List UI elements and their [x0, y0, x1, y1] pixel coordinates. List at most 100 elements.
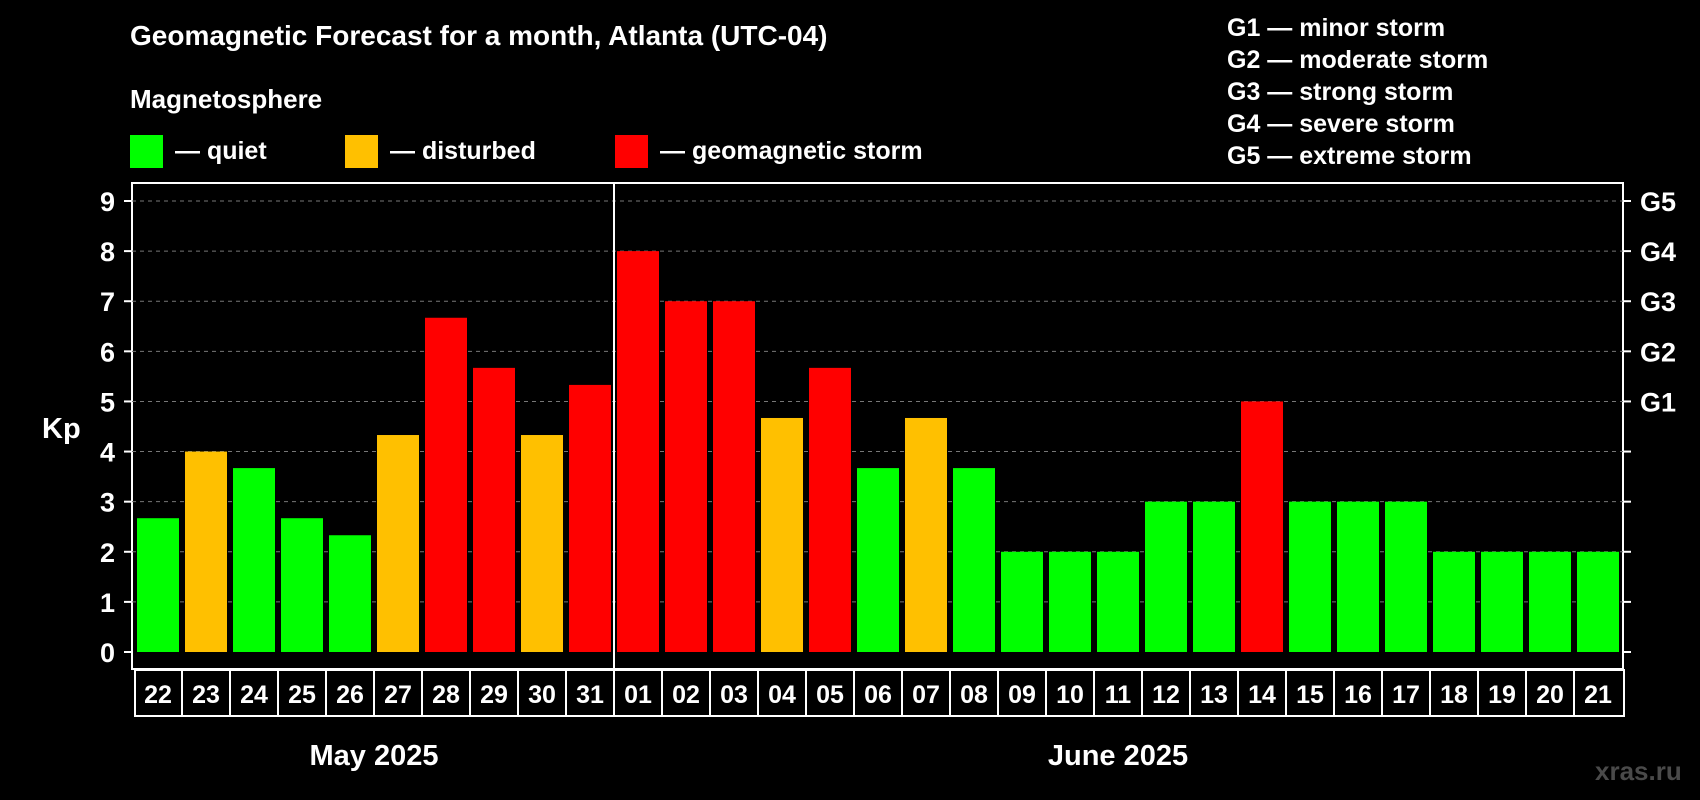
bar-17 — [1385, 501, 1427, 652]
legend-swatch-quiet — [130, 134, 163, 168]
bar-16 — [1337, 501, 1379, 652]
y-tick-label-5: 5 — [100, 387, 115, 417]
bar-30 — [521, 435, 563, 652]
y-tick-label-8: 8 — [100, 237, 115, 267]
y-tick-label-7: 7 — [100, 287, 115, 317]
bar-25 — [281, 518, 323, 652]
x-tick-label-15: 15 — [1296, 681, 1324, 709]
x-tick-label-25: 25 — [288, 681, 316, 709]
bar-20 — [1529, 551, 1571, 652]
bar-24 — [233, 468, 275, 652]
legend-quiet: — quiet — [130, 134, 267, 168]
bar-22 — [137, 518, 179, 652]
legend-disturbed: — disturbed — [345, 134, 536, 168]
legend-storm: — geomagnetic storm — [615, 134, 923, 168]
magnetosphere-label: Magnetosphere — [130, 84, 323, 114]
x-tick-label-29: 29 — [480, 681, 508, 709]
x-tick-label-11: 11 — [1105, 681, 1132, 709]
x-tick-label-08: 08 — [960, 681, 988, 709]
x-tick-label-31: 31 — [576, 681, 604, 709]
bar-29 — [473, 367, 515, 652]
right-axis-label-g5: G5 — [1640, 187, 1676, 217]
bar-08 — [953, 468, 995, 652]
y-tick-label-6: 6 — [100, 337, 115, 367]
x-tick-label-28: 28 — [432, 681, 460, 709]
right-axis-label-g2: G2 — [1640, 337, 1676, 367]
x-tick-label-26: 26 — [336, 681, 364, 709]
legend-swatch-disturbed — [345, 134, 378, 168]
x-tick-label-03: 03 — [720, 681, 748, 709]
storm-legend-g1: G1 — minor storm — [1227, 14, 1446, 42]
x-tick-label-16: 16 — [1344, 681, 1372, 709]
y-tick-label-0: 0 — [100, 638, 115, 668]
month-label-1: June 2025 — [1048, 740, 1188, 772]
bar-18 — [1433, 551, 1475, 652]
x-tick-label-30: 30 — [528, 681, 556, 709]
storm-legend-g3: G3 — strong storm — [1227, 78, 1454, 106]
x-tick-label-13: 13 — [1200, 681, 1228, 709]
chart-title: Geomagnetic Forecast for a month, Atlant… — [130, 20, 828, 51]
bar-11 — [1097, 551, 1139, 652]
x-tick-label-17: 17 — [1392, 681, 1420, 709]
bar-09 — [1001, 551, 1043, 652]
bar-23 — [185, 451, 227, 652]
x-tick-label-20: 20 — [1536, 681, 1564, 709]
y-tick-label-9: 9 — [100, 187, 115, 217]
bar-01 — [617, 251, 659, 652]
y-tick-label-3: 3 — [100, 488, 115, 518]
bar-14 — [1241, 401, 1283, 652]
x-tick-label-18: 18 — [1440, 681, 1468, 709]
x-tick-label-07: 07 — [912, 681, 940, 709]
y-tick-label-4: 4 — [100, 438, 115, 468]
y-axis-label: Kp — [42, 413, 81, 445]
bar-12 — [1145, 501, 1187, 652]
x-tick-label-23: 23 — [192, 681, 220, 709]
watermark: xras.ru — [1595, 756, 1682, 786]
x-tick-label-06: 06 — [864, 681, 892, 709]
legend-swatch-storm — [615, 134, 648, 168]
bar-07 — [905, 417, 947, 652]
x-tick-label-14: 14 — [1248, 681, 1276, 709]
x-tick-label-04: 04 — [768, 681, 796, 709]
legend-label-storm: — geomagnetic storm — [660, 136, 923, 165]
legend-label-disturbed: — disturbed — [390, 136, 536, 165]
right-axis-label-g3: G3 — [1640, 287, 1676, 317]
x-tick-label-05: 05 — [816, 681, 844, 709]
x-tick-label-22: 22 — [144, 681, 172, 709]
bar-28 — [425, 317, 467, 652]
y-tick-label-2: 2 — [100, 538, 115, 568]
storm-legend-g4: G4 — severe storm — [1227, 110, 1455, 138]
bar-31 — [569, 384, 611, 652]
bar-04 — [761, 417, 803, 652]
storm-scale-legend: G1 — minor storm G2 — moderate storm G3 … — [1227, 12, 1488, 172]
x-tick-label-21: 21 — [1584, 681, 1612, 709]
day-label-box — [134, 669, 1625, 717]
x-tick-label-24: 24 — [240, 681, 268, 709]
bar-19 — [1481, 551, 1523, 652]
storm-legend-g5: G5 — extreme storm — [1227, 142, 1472, 170]
bar-05 — [809, 367, 851, 652]
bar-02 — [665, 301, 707, 652]
month-label-0: May 2025 — [310, 740, 439, 772]
y-tick-label-1: 1 — [100, 588, 115, 618]
x-tick-label-12: 12 — [1152, 681, 1180, 709]
x-tick-label-27: 27 — [384, 681, 412, 709]
bar-21 — [1577, 551, 1619, 652]
bar-06 — [857, 468, 899, 652]
x-tick-label-01: 01 — [624, 681, 652, 709]
x-tick-label-09: 09 — [1008, 681, 1036, 709]
bar-03 — [713, 301, 755, 652]
right-axis-label-g1: G1 — [1640, 387, 1676, 417]
bar-13 — [1193, 501, 1235, 652]
x-tick-label-19: 19 — [1488, 681, 1516, 709]
bar-15 — [1289, 501, 1331, 652]
x-tick-label-02: 02 — [672, 681, 700, 709]
bar-10 — [1049, 551, 1091, 652]
x-tick-label-10: 10 — [1056, 681, 1084, 709]
bar-27 — [377, 435, 419, 652]
bar-26 — [329, 535, 371, 652]
right-axis-label-g4: G4 — [1640, 237, 1676, 267]
storm-legend-g2: G2 — moderate storm — [1227, 46, 1489, 74]
legend-label-quiet: — quiet — [175, 136, 267, 165]
